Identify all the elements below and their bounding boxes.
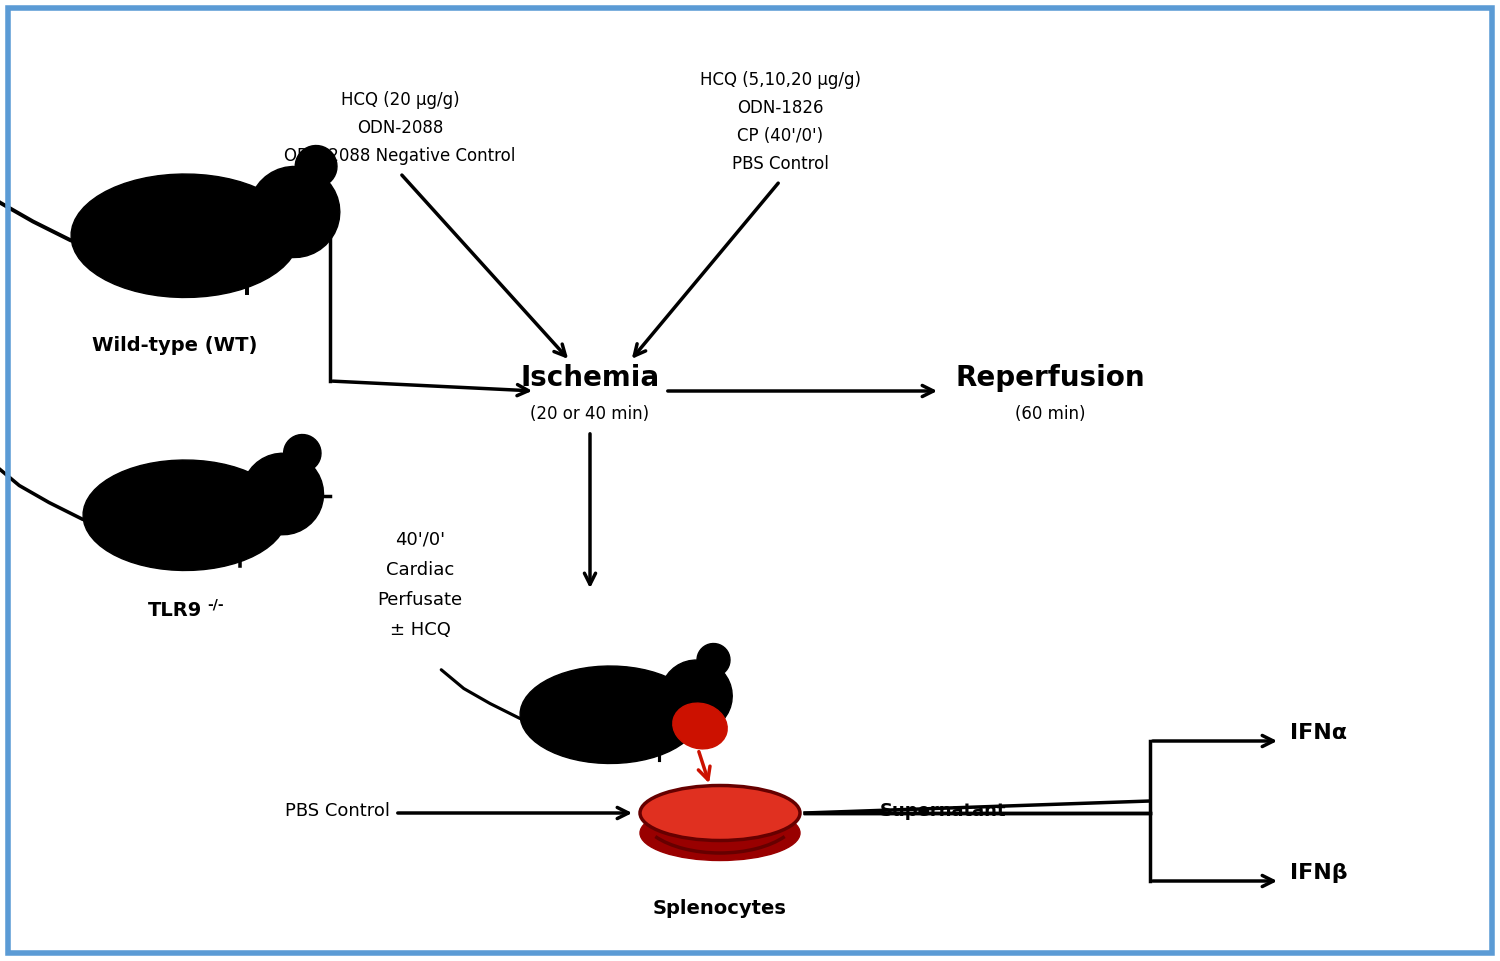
- Text: ± HCQ: ± HCQ: [390, 621, 450, 639]
- Text: CP (40'/0'): CP (40'/0'): [736, 127, 824, 145]
- Text: (20 or 40 min): (20 or 40 min): [531, 405, 650, 423]
- Text: Cardiac: Cardiac: [386, 561, 454, 579]
- Polygon shape: [520, 666, 701, 763]
- Text: ODN-2088 Negative Control: ODN-2088 Negative Control: [285, 147, 516, 165]
- Polygon shape: [70, 174, 298, 298]
- Polygon shape: [698, 644, 730, 677]
- Text: -/-: -/-: [207, 597, 224, 611]
- Text: Perfusate: Perfusate: [378, 591, 462, 609]
- Ellipse shape: [640, 785, 800, 841]
- Polygon shape: [242, 454, 324, 534]
- Text: IFNα: IFNα: [1290, 723, 1347, 743]
- Text: HCQ (20 μg/g): HCQ (20 μg/g): [340, 91, 459, 109]
- Text: ODN-1826: ODN-1826: [736, 99, 824, 117]
- Polygon shape: [660, 660, 732, 732]
- Ellipse shape: [640, 805, 800, 860]
- Text: PBS Control: PBS Control: [285, 802, 390, 820]
- Text: HCQ (5,10,20 μg/g): HCQ (5,10,20 μg/g): [699, 71, 861, 89]
- Text: Splenocytes: Splenocytes: [652, 899, 788, 918]
- Polygon shape: [249, 166, 340, 258]
- Text: Reperfusion: Reperfusion: [956, 364, 1144, 392]
- Text: (60 min): (60 min): [1014, 405, 1084, 423]
- Polygon shape: [284, 434, 321, 472]
- Text: IFNβ: IFNβ: [1290, 863, 1347, 883]
- Text: PBS Control: PBS Control: [732, 155, 828, 173]
- Text: Wild-type (WT): Wild-type (WT): [93, 336, 258, 355]
- Polygon shape: [82, 460, 286, 571]
- Polygon shape: [296, 145, 338, 187]
- Text: TLR9: TLR9: [148, 601, 202, 620]
- Text: Supernatant: Supernatant: [880, 802, 1007, 820]
- Ellipse shape: [674, 703, 728, 749]
- Text: Ischemia: Ischemia: [520, 364, 660, 392]
- Text: ODN-2088: ODN-2088: [357, 119, 442, 137]
- Text: 40'/0': 40'/0': [394, 531, 445, 549]
